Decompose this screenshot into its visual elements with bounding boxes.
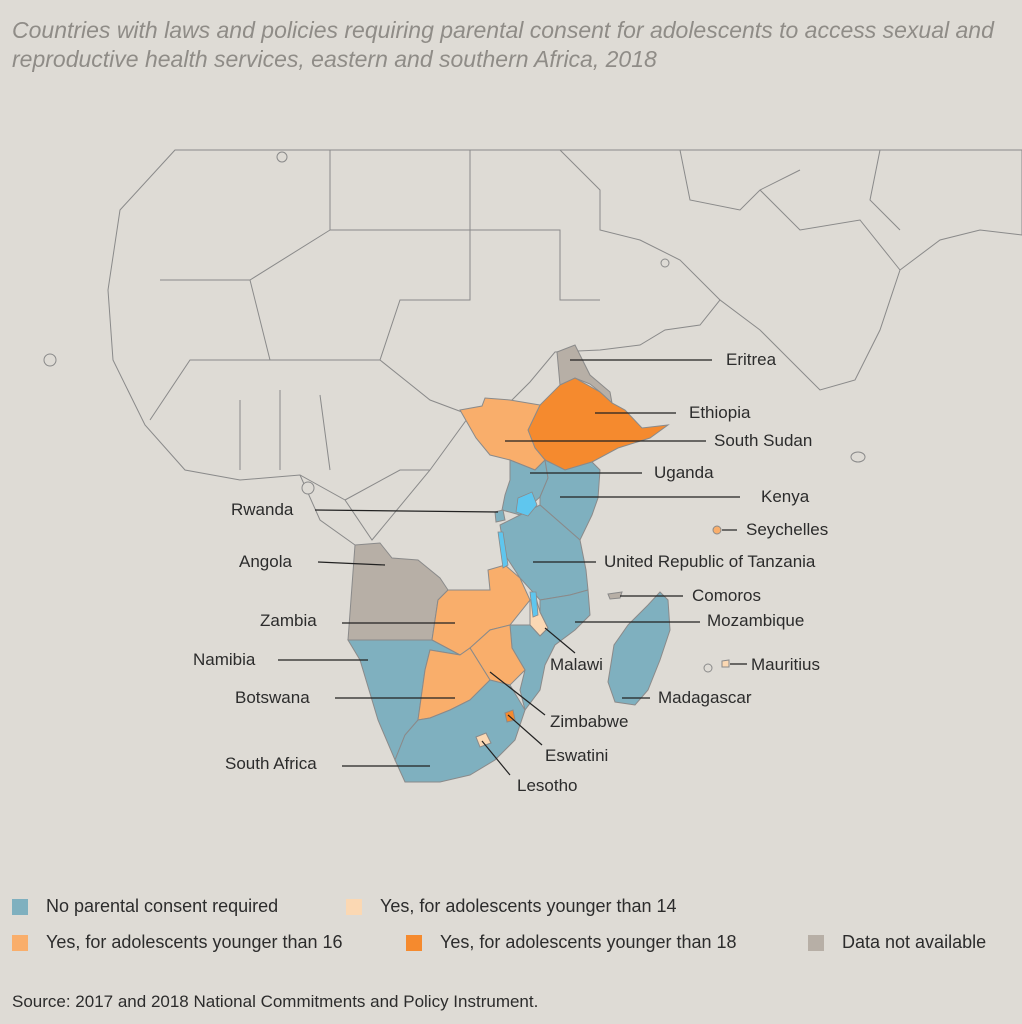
label-kenya: Kenya: [761, 487, 810, 506]
label-eswatini: Eswatini: [545, 746, 609, 765]
label-rwanda: Rwanda: [231, 500, 294, 519]
legend-swatch: [808, 934, 824, 951]
label-tanzania: United Republic of Tanzania: [604, 552, 816, 571]
label-botswana: Botswana: [235, 688, 310, 707]
country-mozambique: [509, 589, 591, 712]
legend-item-younger-14: Yes, for adolescents younger than 14: [346, 896, 677, 917]
label-lesotho: Lesotho: [517, 776, 578, 795]
lakes: [497, 491, 539, 618]
label-eritrea: Eritrea: [726, 350, 777, 369]
legend-item-younger-18: Yes, for adolescents younger than 18: [406, 932, 737, 953]
legend-label: Yes, for adolescents younger than 18: [440, 932, 737, 952]
legend-swatch: [346, 898, 362, 915]
background-landmass: [107, 149, 1022, 546]
label-namibia: Namibia: [193, 650, 256, 669]
lake-malawi: [529, 591, 539, 618]
legend-swatch: [12, 898, 28, 915]
country-ethiopia: [527, 377, 670, 471]
legend-label: Yes, for adolescents younger than 16: [46, 932, 343, 952]
label-mauritius: Mauritius: [751, 655, 820, 674]
legend-label: Data not available: [842, 932, 987, 952]
lake-tanganyika: [497, 531, 509, 569]
label-seychelles: Seychelles: [746, 520, 829, 539]
country-mauritius: [721, 659, 730, 668]
label-zimbabwe: Zimbabwe: [550, 712, 629, 731]
label-uganda: Uganda: [654, 463, 714, 482]
legend-swatch: [12, 934, 28, 951]
source-note: Source: 2017 and 2018 National Commitmen…: [12, 992, 539, 1011]
country-lesotho: [475, 732, 492, 748]
label-ethiopia: Ethiopia: [689, 403, 751, 422]
legend-item-no-consent: No parental consent required: [12, 896, 278, 917]
label-south-africa: South Africa: [225, 754, 317, 773]
country-south-africa: [394, 679, 526, 783]
country-south-sudan: [459, 397, 546, 471]
label-south-sudan: South Sudan: [714, 431, 813, 450]
country-angola: [347, 542, 449, 641]
legend-label: Yes, for adolescents younger than 14: [380, 896, 677, 916]
legend-item-younger-16: Yes, for adolescents younger than 16: [12, 932, 343, 953]
label-mozambique: Mozambique: [707, 611, 805, 630]
lake-victoria: [515, 491, 538, 517]
legend-swatch: [406, 934, 422, 951]
country-kenya: [539, 459, 601, 541]
country-comoros: [607, 591, 623, 600]
label-malawi: Malawi: [550, 655, 603, 674]
country-seychelles: [712, 525, 722, 535]
label-zambia: Zambia: [260, 611, 317, 630]
label-madagascar: Madagascar: [658, 688, 752, 707]
country-shapes: [347, 344, 730, 783]
country-rwanda: [494, 509, 506, 523]
label-angola: Angola: [239, 552, 292, 571]
label-comoros: Comoros: [692, 586, 761, 605]
legend-label: No parental consent required: [46, 896, 279, 916]
map-title: Countries with laws and policies requiri…: [12, 17, 994, 72]
leader-lines: [278, 359, 747, 776]
legend-item-not-available: Data not available: [808, 932, 986, 953]
small-islands: [43, 151, 866, 673]
